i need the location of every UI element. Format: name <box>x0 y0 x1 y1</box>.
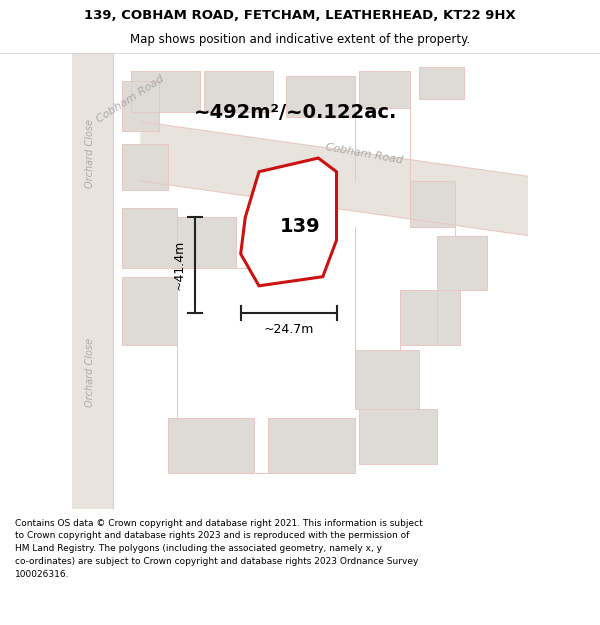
Polygon shape <box>268 418 355 473</box>
Polygon shape <box>359 71 409 108</box>
Polygon shape <box>437 236 487 291</box>
Polygon shape <box>131 71 200 112</box>
Text: Cobham Road: Cobham Road <box>95 73 166 124</box>
Polygon shape <box>400 291 460 345</box>
Text: Contains OS data © Crown copyright and database right 2021. This information is : Contains OS data © Crown copyright and d… <box>15 519 423 579</box>
Polygon shape <box>167 418 254 473</box>
Polygon shape <box>419 67 464 99</box>
Polygon shape <box>286 76 355 117</box>
Polygon shape <box>122 81 158 131</box>
Text: Cobham Road: Cobham Road <box>325 142 403 165</box>
Polygon shape <box>140 121 528 236</box>
Polygon shape <box>359 409 437 464</box>
Polygon shape <box>409 181 455 226</box>
Text: ~41.4m: ~41.4m <box>173 240 185 291</box>
Text: Orchard Close: Orchard Close <box>85 338 95 407</box>
Text: ~24.7m: ~24.7m <box>263 322 314 336</box>
Polygon shape <box>245 226 300 259</box>
Text: ~492m²/~0.122ac.: ~492m²/~0.122ac. <box>194 103 397 122</box>
Text: Orchard Close: Orchard Close <box>85 119 95 188</box>
Text: Map shows position and indicative extent of the property.: Map shows position and indicative extent… <box>130 33 470 46</box>
Polygon shape <box>122 277 177 345</box>
Polygon shape <box>241 158 337 286</box>
Text: 139: 139 <box>280 217 320 236</box>
Polygon shape <box>122 208 177 268</box>
Polygon shape <box>122 144 167 190</box>
Polygon shape <box>177 217 236 268</box>
Text: 139, COBHAM ROAD, FETCHAM, LEATHERHEAD, KT22 9HX: 139, COBHAM ROAD, FETCHAM, LEATHERHEAD, … <box>84 9 516 22</box>
Polygon shape <box>67 53 113 509</box>
Polygon shape <box>204 71 272 112</box>
Polygon shape <box>355 350 419 409</box>
